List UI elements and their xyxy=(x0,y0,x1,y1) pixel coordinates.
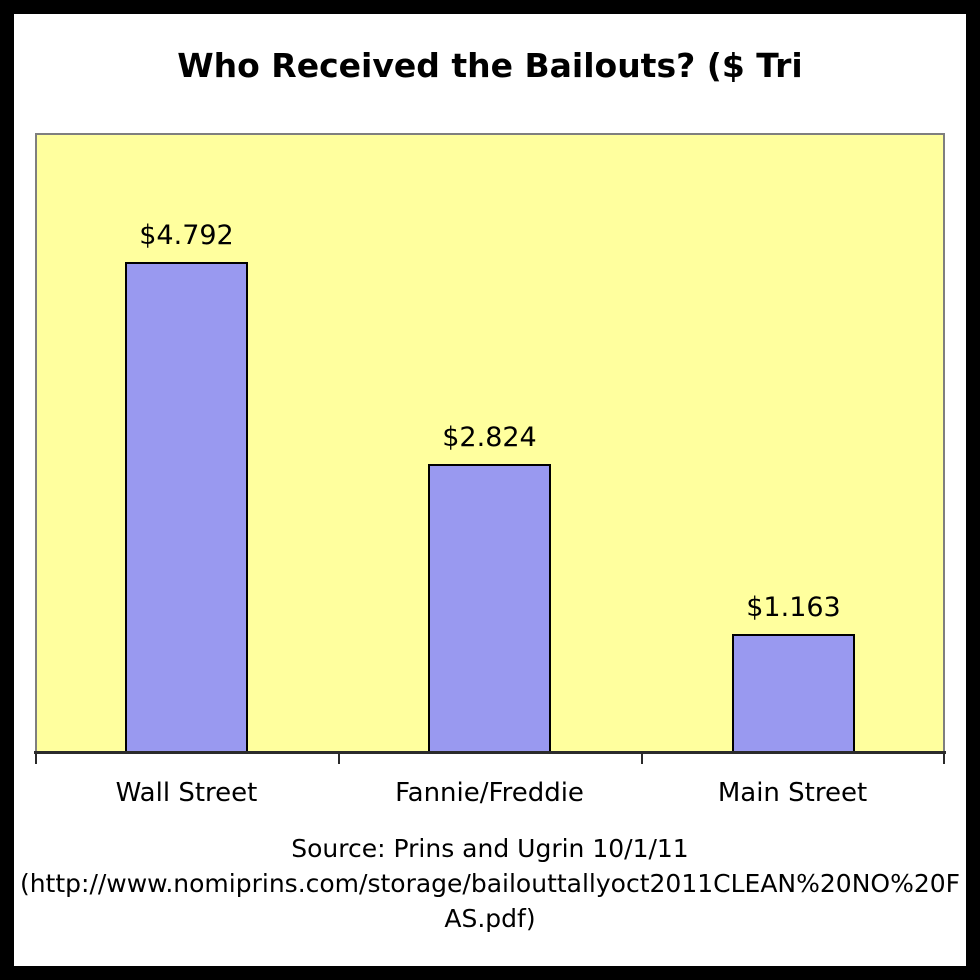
source-text-line-1: Source: Prins and Ugrin 10/1/11 xyxy=(291,834,689,863)
chart-canvas: Who Received the Bailouts? ($ Tri $4.792… xyxy=(14,14,966,966)
category-label-main-street: Main Street xyxy=(717,778,868,808)
bar-value-label-fannie-freddie: $2.824 xyxy=(442,422,537,453)
bar-wall-street xyxy=(125,262,248,753)
source-text-line-3: AS.pdf) xyxy=(444,904,536,933)
bar-fannie-freddie xyxy=(428,464,551,753)
category-label-fannie-freddie: Fannie/Freddie xyxy=(395,778,584,808)
source-url-line: (http://www.nomiprins.com/storage/bailou… xyxy=(19,869,961,898)
axis-tick xyxy=(943,754,945,764)
axis-tick xyxy=(35,754,37,764)
x-axis-line xyxy=(34,751,946,754)
bar-main-street xyxy=(732,634,855,753)
chart-title: Who Received the Bailouts? ($ Tri xyxy=(177,46,803,85)
axis-tick xyxy=(338,754,340,764)
category-label-wall-street: Wall Street xyxy=(115,778,258,808)
bar-value-label-main-street: $1.163 xyxy=(746,592,841,623)
axis-tick xyxy=(641,754,643,764)
bar-value-label-wall-street: $4.792 xyxy=(139,220,234,251)
